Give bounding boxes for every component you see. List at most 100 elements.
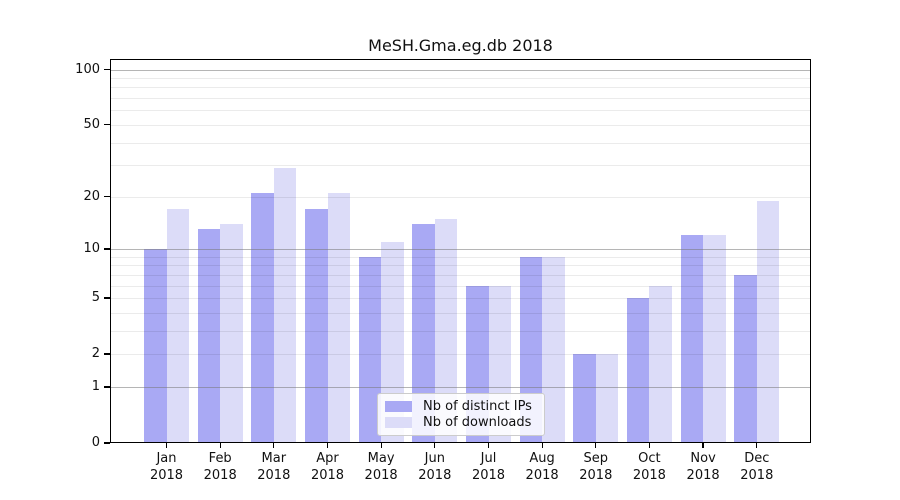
plot-area xyxy=(110,59,811,443)
y-tick-label-0: 0 xyxy=(91,435,100,450)
x-tick-year: 2018 xyxy=(418,468,452,483)
gridline-minor-20 xyxy=(110,196,811,198)
x-tick-month: Oct xyxy=(638,451,661,466)
y-tick-label-5: 5 xyxy=(91,290,100,305)
y-tick-label-10: 10 xyxy=(83,240,100,256)
x-tick-may xyxy=(380,443,382,448)
x-tick-label-feb: Feb 2018 xyxy=(190,450,250,484)
y-tick-5 xyxy=(104,297,110,299)
legend-swatch-downloads xyxy=(385,417,412,428)
y-tick-20 xyxy=(104,196,110,198)
bar-may-distinct-ips xyxy=(358,256,382,443)
y-tick-10 xyxy=(104,248,110,250)
x-tick-label-dec: Dec 2018 xyxy=(727,450,787,484)
x-tick-nov xyxy=(702,443,704,448)
x-tick-sep xyxy=(595,443,597,448)
x-tick-label-may: May 2018 xyxy=(351,450,411,484)
x-tick-mar xyxy=(273,443,275,448)
gridline-minor-80 xyxy=(110,87,811,89)
y-tick-1 xyxy=(104,386,110,388)
gridline-minor-8 xyxy=(110,265,811,267)
legend-swatch-distinct-ips xyxy=(385,401,412,412)
gridline-major-100 xyxy=(110,69,811,71)
bar-mar-distinct-ips xyxy=(251,192,274,443)
x-tick-year: 2018 xyxy=(364,468,398,483)
y-tick-label-50: 50 xyxy=(83,116,100,132)
y-tick-50 xyxy=(104,124,110,126)
bar-dec-distinct-ips xyxy=(734,274,757,443)
bar-mar-downloads xyxy=(273,167,297,443)
legend-item-downloads: Nb of downloads xyxy=(385,415,537,430)
x-tick-year: 2018 xyxy=(632,468,666,483)
x-tick-month: Mar xyxy=(261,451,287,466)
bar-sep-distinct-ips xyxy=(573,354,596,443)
gridline-minor-50 xyxy=(110,124,811,126)
bar-jan-downloads xyxy=(166,209,189,443)
bar-sep-downloads xyxy=(595,354,619,443)
grid-layer xyxy=(110,59,811,443)
bar-oct-downloads xyxy=(649,285,672,443)
x-tick-apr xyxy=(326,443,329,448)
x-tick-month: Apr xyxy=(316,451,339,466)
legend-item-distinct-ips: Nb of distinct IPs xyxy=(385,399,537,414)
bar-nov-downloads xyxy=(703,235,726,443)
x-tick-year: 2018 xyxy=(740,468,774,483)
y-tick-100 xyxy=(104,68,110,71)
x-tick-label-oct: Oct 2018 xyxy=(619,450,679,484)
x-tick-year: 2018 xyxy=(471,468,506,483)
gridline-minor-30 xyxy=(110,165,811,167)
x-tick-label-jun: Jun 2018 xyxy=(405,450,465,484)
bar-may-downloads xyxy=(381,241,404,443)
x-tick-year: 2018 xyxy=(203,468,237,483)
bar-feb-distinct-ips xyxy=(197,229,221,443)
y-tick-label-100: 100 xyxy=(75,61,100,77)
bar-dec-downloads xyxy=(756,200,780,443)
gridline-minor-70 xyxy=(110,98,811,99)
x-tick-dec xyxy=(756,443,758,448)
x-tick-jan xyxy=(165,443,168,448)
x-tick-label-nov: Nov 2018 xyxy=(673,450,733,484)
x-tick-year: 2018 xyxy=(525,468,559,483)
y-tick-label-20: 20 xyxy=(83,188,100,204)
gridline-major-10 xyxy=(110,248,811,250)
x-tick-label-mar: Mar 2018 xyxy=(244,450,304,484)
y-tick-label-1: 1 xyxy=(91,378,100,394)
y-tick-label-2: 2 xyxy=(91,346,100,362)
x-tick-label-jul: Jul 2018 xyxy=(459,450,519,484)
legend: Nb of distinct IPs Nb of downloads xyxy=(377,393,545,436)
x-tick-month: Sep xyxy=(583,451,609,466)
gridline-minor-3 xyxy=(110,330,811,332)
x-tick-month: Jan xyxy=(156,451,177,466)
x-tick-year: 2018 xyxy=(579,468,613,483)
x-tick-month: Jul xyxy=(480,451,497,466)
x-tick-month: May xyxy=(367,451,395,466)
gridline-minor-4 xyxy=(110,312,811,314)
x-tick-jul xyxy=(487,443,490,448)
gridline-minor-2 xyxy=(110,354,811,356)
bar-jun-downloads xyxy=(434,218,458,443)
gridline-minor-60 xyxy=(110,110,811,112)
y-tick-0 xyxy=(104,442,110,444)
x-tick-label-sep: Sep 2018 xyxy=(566,450,626,484)
x-tick-year: 2018 xyxy=(686,468,720,483)
x-tick-label-jan: Jan 2018 xyxy=(137,450,197,484)
gridline-minor-7 xyxy=(110,274,811,276)
x-tick-month: Feb xyxy=(208,451,232,466)
x-tick-month: Dec xyxy=(744,451,770,466)
bar-apr-distinct-ips xyxy=(305,209,328,443)
y-tick-2 xyxy=(104,353,110,355)
gridline-minor-40 xyxy=(110,142,811,144)
gridline-minor-9 xyxy=(110,256,811,258)
gridline-minor-6 xyxy=(110,285,811,287)
bar-feb-downloads xyxy=(220,223,243,443)
x-tick-year: 2018 xyxy=(149,468,184,483)
x-tick-jun xyxy=(434,443,436,448)
chart-title: MeSH.Gma.eg.db 2018 xyxy=(368,36,553,55)
x-tick-month: Aug xyxy=(529,451,555,466)
gridline-minor-5 xyxy=(110,298,811,299)
x-tick-label-aug: Aug 2018 xyxy=(512,450,572,484)
gridline-major-1 xyxy=(110,386,811,388)
legend-label-distinct-ips: Nb of distinct IPs xyxy=(423,399,532,414)
bar-apr-downloads xyxy=(327,192,350,443)
